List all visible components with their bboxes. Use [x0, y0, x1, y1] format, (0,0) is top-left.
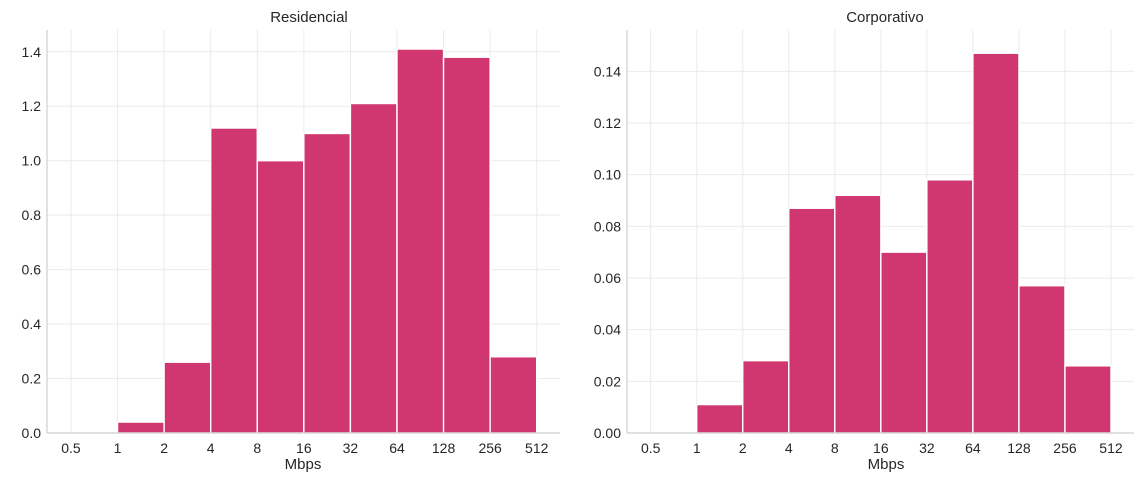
- x-tick-label: 4: [207, 440, 215, 456]
- x-tick-label: 128: [432, 440, 456, 456]
- chart-panel-corporativo: Corporativo 0.5 1 2 4 8 16 32 64 128 256 5120.000.…: [594, 9, 1134, 473]
- histogram-bar: [489, 356, 538, 434]
- histogram-bar: [303, 132, 352, 434]
- histogram-bar: [742, 359, 790, 434]
- tick-labels: 0.5 1 2 4 8 16 32 64 128 256 512 0.00 0.02 0.04 0.06 0.…: [594, 63, 1123, 456]
- y-tick-label: 0.12: [594, 115, 621, 131]
- x-tick-label: 32: [919, 440, 935, 456]
- chart-title: Corporativo: [846, 9, 924, 26]
- y-tick-label: 0.4: [22, 316, 42, 332]
- y-tick-label: 0.06: [594, 270, 621, 286]
- histogram-bar: [834, 194, 882, 434]
- x-tick-label: 16: [873, 440, 889, 456]
- x-tick-label: 256: [478, 440, 502, 456]
- y-tick-label: 0.8: [22, 207, 42, 223]
- y-tick-label: 0.02: [594, 373, 621, 389]
- axis-spines: [626, 30, 1134, 434]
- tick-labels: 0.5 1 2 4 8 16 32 64 128 256 512 0.0 0.2 0.4 0.6 0.8 1.0…: [22, 44, 549, 456]
- axis-spines: [46, 30, 560, 434]
- x-tick-label: 64: [965, 440, 981, 456]
- x-tick-label: 64: [389, 440, 405, 456]
- x-tick-label: 128: [1007, 440, 1031, 456]
- y-tick-label: 1.0: [22, 153, 42, 169]
- y-tick-label: 1.4: [22, 44, 42, 60]
- y-tick-label: 0.14: [594, 63, 621, 79]
- y-tick-label: 0.0: [22, 425, 42, 441]
- histogram-bar: [209, 127, 258, 434]
- histogram-bar: [972, 52, 1020, 434]
- chart-panel-residencial: Residencial 0.5 1 2 4 8 16 32 64 128 256 512 0.0 0.2…: [22, 9, 560, 473]
- y-tick-label: 0.04: [594, 322, 621, 338]
- y-tick-label: 0.10: [594, 167, 621, 183]
- histogram-bar: [396, 48, 445, 434]
- x-axis-label: Mbps: [285, 456, 322, 473]
- x-tick-label: 256: [1053, 440, 1077, 456]
- bars: [696, 52, 1112, 434]
- histogram-bar: [788, 207, 836, 434]
- x-tick-label: 0.5: [61, 440, 81, 456]
- bars: [116, 48, 538, 434]
- histogram-bar: [926, 179, 974, 434]
- y-tick-label: 0.08: [594, 218, 621, 234]
- y-tick-label: 0.6: [22, 262, 42, 278]
- y-tick-label: 0.2: [22, 371, 42, 387]
- histogram-bar: [349, 102, 398, 434]
- y-tick-label: 1.2: [22, 98, 42, 114]
- x-tick-label: 2: [739, 440, 747, 456]
- x-tick-label: 32: [343, 440, 359, 456]
- x-tick-label: 2: [160, 440, 168, 456]
- x-tick-label: 512: [525, 440, 549, 456]
- y-tick-label: 0.00: [594, 425, 621, 441]
- histogram-bar: [1018, 285, 1066, 434]
- histogram-bar: [880, 251, 928, 434]
- histogram-bar: [256, 160, 305, 434]
- x-axis-label: Mbps: [868, 456, 905, 473]
- histogram-bar: [1064, 365, 1112, 434]
- x-tick-label: 4: [785, 440, 793, 456]
- x-tick-label: 16: [296, 440, 312, 456]
- x-tick-label: 8: [253, 440, 261, 456]
- chart-title: Residencial: [270, 9, 348, 26]
- x-tick-label: 1: [114, 440, 122, 456]
- x-tick-label: 1: [693, 440, 701, 456]
- x-tick-label: 8: [831, 440, 839, 456]
- histogram-bar: [116, 421, 165, 434]
- x-tick-label: 512: [1099, 440, 1123, 456]
- histogram-bar: [696, 403, 744, 434]
- histogram-bar: [442, 56, 491, 434]
- histogram-bar: [163, 361, 212, 434]
- x-tick-label: 0.5: [641, 440, 661, 456]
